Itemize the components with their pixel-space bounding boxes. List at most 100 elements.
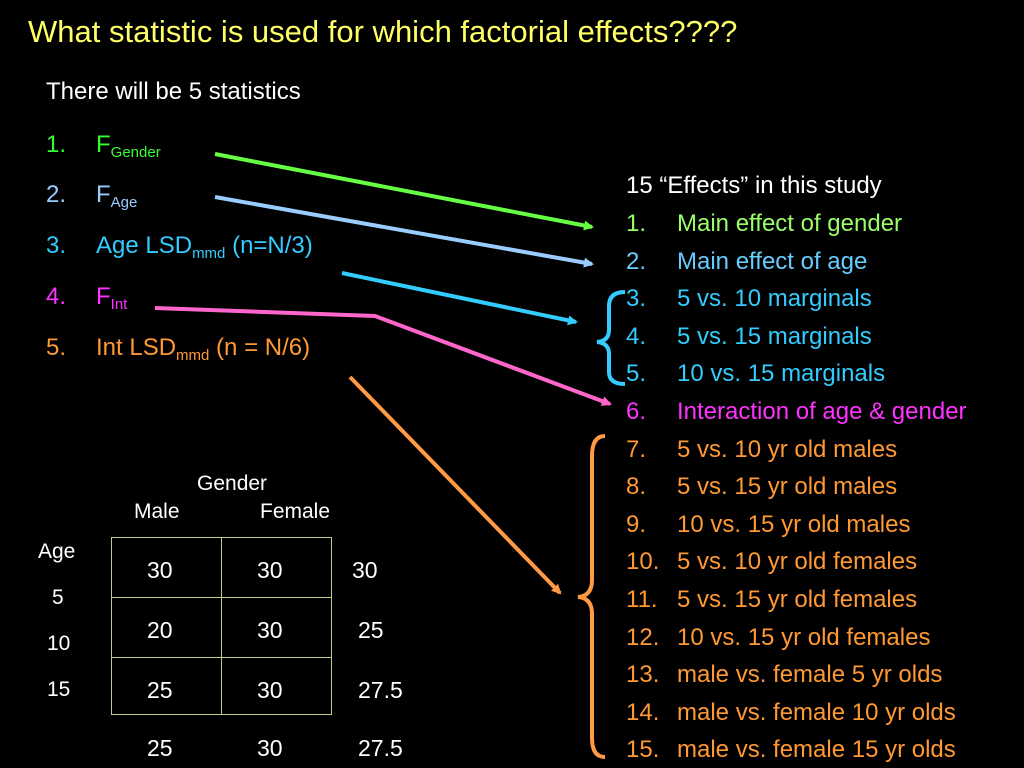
effect-number: 13.: [626, 661, 660, 689]
effect-text: 5 vs. 15 yr old females: [677, 586, 918, 613]
stat-item-age-lsd: 3. Age LSDmmd (n=N/3): [46, 232, 313, 262]
effect-item: 12. 10 vs. 15 yr old females: [626, 624, 930, 652]
effect-item: 9. 10 vs. 15 yr old males: [626, 511, 910, 539]
effect-text: male vs. female 5 yr olds: [677, 661, 943, 689]
marginal-age-15: 27.5: [358, 677, 403, 703]
stat-item-int-lsd: 5. Int LSDmmd (n = N/6): [46, 334, 310, 364]
stat-number: 3.: [46, 232, 67, 259]
effect-number: 8.: [626, 473, 647, 501]
effect-item: 5. 10 vs. 15 marginals: [626, 360, 885, 388]
grand-mean: 27.5: [358, 735, 403, 761]
male-label: Male: [134, 500, 180, 523]
effect-number: 12.: [626, 623, 660, 651]
effect-text: 5 vs. 10 marginals: [677, 285, 872, 313]
effect-number: 6.: [626, 398, 647, 425]
stats-intro: There will be 5 statistics: [46, 78, 301, 105]
cell-male-15: 25: [147, 677, 173, 703]
effect-text: 10 vs. 15 yr old males: [677, 510, 911, 538]
effects-header: 15 “Effects” in this study: [626, 172, 882, 199]
stat-main: F: [96, 131, 111, 158]
grid-divider: [221, 538, 222, 714]
effect-text: Main effect of age: [677, 247, 868, 275]
stat-number: 4.: [46, 283, 67, 310]
marginal-age-5: 30: [352, 557, 378, 583]
stat-item-f-int: 4. FInt: [46, 283, 127, 313]
effect-item: 14. male vs. female 10 yr olds: [626, 699, 956, 727]
stat-subscript: Int: [110, 296, 128, 313]
stat-main: F: [96, 181, 111, 208]
effect-text: male vs. female 15 yr olds: [677, 736, 956, 764]
effect-text: 5 vs. 15 yr old males: [677, 473, 898, 501]
age-label: Age: [38, 540, 76, 563]
effect-number: 15.: [626, 736, 660, 764]
effect-number: 4.: [626, 322, 647, 350]
marginal-age-10: 25: [358, 617, 384, 643]
arrow-interaction: [154, 306, 612, 406]
effect-text: Main effect of gender: [677, 210, 903, 237]
cell-female-10: 30: [257, 617, 283, 643]
effect-item: 15. male vs. female 15 yr olds: [626, 736, 956, 764]
stat-suffix: (n=N/3): [225, 232, 313, 259]
effect-number: 11.: [626, 586, 658, 613]
effect-text: 10 vs. 15 marginals: [677, 360, 886, 388]
marginal-male: 25: [147, 735, 173, 761]
effect-number: 14.: [626, 698, 660, 726]
stat-suffix: (n = N/6): [209, 334, 311, 361]
age-level-10: 10: [47, 632, 71, 655]
brace-marginals: [596, 290, 626, 386]
age-level-5: 5: [52, 586, 64, 609]
effect-text: 10 vs. 15 yr old females: [677, 623, 931, 651]
cell-male-5: 30: [147, 557, 173, 583]
arrow-age: [214, 195, 594, 268]
marginal-female: 30: [257, 735, 283, 761]
effect-text: 5 vs. 10 yr old females: [677, 548, 918, 576]
effect-item: 1. Main effect of gender: [626, 210, 902, 238]
stat-subscript: Age: [110, 194, 138, 211]
stat-number: 2.: [46, 181, 67, 208]
effect-item: 10. 5 vs. 10 yr old females: [626, 548, 917, 576]
stat-subscript: Gender: [110, 144, 161, 161]
stat-subscript: mmd: [192, 245, 226, 262]
effect-number: 10.: [626, 548, 660, 576]
effect-text: male vs. female 10 yr olds: [677, 698, 956, 726]
arrow-gender: [214, 152, 594, 231]
stat-number: 5.: [46, 334, 67, 361]
effect-number: 7.: [626, 435, 647, 463]
effect-item: 7. 5 vs. 10 yr old males: [626, 436, 897, 464]
effect-number: 9.: [626, 510, 647, 538]
effect-text: 5 vs. 10 yr old males: [677, 435, 898, 463]
effect-item: 4. 5 vs. 15 marginals: [626, 323, 872, 351]
cell-means-grid: [111, 537, 332, 715]
female-label: Female: [260, 500, 331, 523]
effect-text: 5 vs. 15 marginals: [677, 322, 872, 350]
effect-item: 2. Main effect of age: [626, 248, 867, 276]
effect-number: 2.: [626, 247, 647, 275]
stat-subscript: mmd: [176, 347, 210, 364]
cell-female-15: 30: [257, 677, 283, 703]
arrow-age-lsd: [341, 271, 578, 326]
effect-number: 5.: [626, 360, 647, 388]
effect-number: 1.: [626, 210, 647, 237]
stat-item-f-age: 2. FAge: [46, 181, 137, 211]
stat-item-f-gender: 1. FGender: [46, 131, 161, 161]
effect-item: 3. 5 vs. 10 marginals: [626, 285, 872, 313]
effect-text: Interaction of age & gender: [677, 398, 967, 425]
stat-main: Int LSD: [96, 334, 177, 361]
age-level-15: 15: [47, 678, 71, 701]
cell-female-5: 30: [257, 557, 283, 583]
arrow-int-lsd: [348, 375, 562, 595]
grid-divider: [112, 597, 331, 598]
slide-title: What statistic is used for which factori…: [28, 14, 738, 49]
cell-male-10: 20: [147, 617, 173, 643]
effect-number: 3.: [626, 285, 647, 313]
effect-item: 8. 5 vs. 15 yr old males: [626, 473, 897, 501]
effect-item: 6. Interaction of age & gender: [626, 398, 967, 426]
effect-item: 11. 5 vs. 15 yr old females: [626, 586, 917, 614]
stat-main: F: [96, 283, 111, 310]
gender-label: Gender: [197, 472, 268, 495]
grid-divider: [112, 657, 331, 658]
effect-item: 13. male vs. female 5 yr olds: [626, 661, 942, 689]
stat-number: 1.: [46, 131, 67, 158]
brace-simple-effects: [577, 434, 606, 759]
